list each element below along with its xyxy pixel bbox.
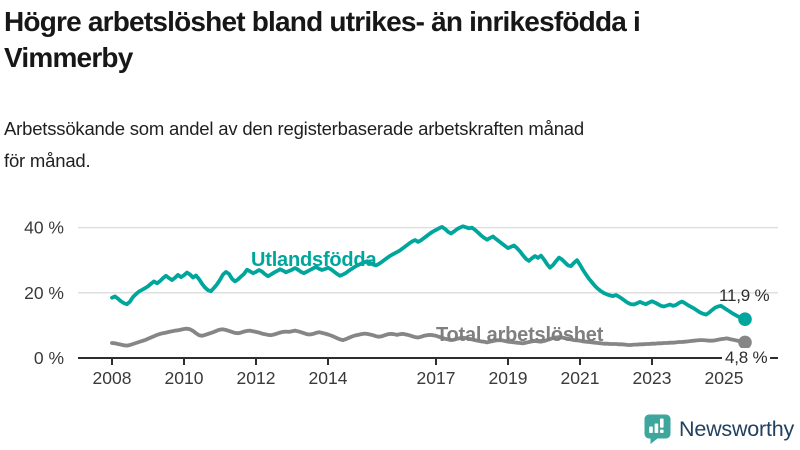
x-axis-tick-label: 2019 <box>489 368 528 388</box>
series-label-utlandsfodda: Utlandsfödda <box>251 249 377 271</box>
newsworthy-logo[interactable]: Newsworthy <box>644 414 794 444</box>
series-line-utlandsf-dda <box>110 224 747 322</box>
series-end-dot-utlandsf-dda <box>738 312 752 327</box>
x-axis-tick-label: 2014 <box>309 368 348 388</box>
x-axis-tick-label: 2025 <box>705 368 744 388</box>
x-axis-tick-label: 2012 <box>237 368 276 388</box>
title-line-1: Högre arbetslöshet bland utrikes- än inr… <box>4 6 641 37</box>
chart-subtitle: Arbetssökande som andel av den registerb… <box>4 113 794 177</box>
y-axis-tick-label: 40 % <box>24 218 64 238</box>
series-end-dot-total-arbetsl-shet <box>738 335 752 350</box>
series-line-total-arbetsl-shet <box>110 326 747 348</box>
bar-chart-speech-bubble-icon <box>644 414 671 444</box>
series-label-total-arbetsloshet: Total arbetslöshet <box>436 324 604 346</box>
x-axis-tick-label: 2008 <box>93 368 132 388</box>
newsworthy-logo-text: Newsworthy <box>679 416 795 441</box>
title-line-2: Vimmerby <box>4 42 133 74</box>
x-axis-tick-label: 2017 <box>417 368 456 388</box>
x-axis-tick-label: 2021 <box>561 368 600 388</box>
end-value-label-total: 4,8 % <box>722 348 771 368</box>
x-axis-tick-label: 2023 <box>633 368 672 388</box>
subtitle-line-2: för månad. <box>4 149 91 171</box>
end-value-label-utlandsfodda: 11,9 % <box>719 286 770 305</box>
x-axis-tick-label: 2010 <box>165 368 204 388</box>
subtitle-line-1: Arbetssökande som andel av den registerb… <box>4 118 584 139</box>
page-title: Högre arbetslöshet bland utrikes- än inr… <box>4 4 796 77</box>
y-axis-tick-label: 0 % <box>34 348 64 368</box>
y-axis-tick-label: 20 % <box>24 283 64 303</box>
